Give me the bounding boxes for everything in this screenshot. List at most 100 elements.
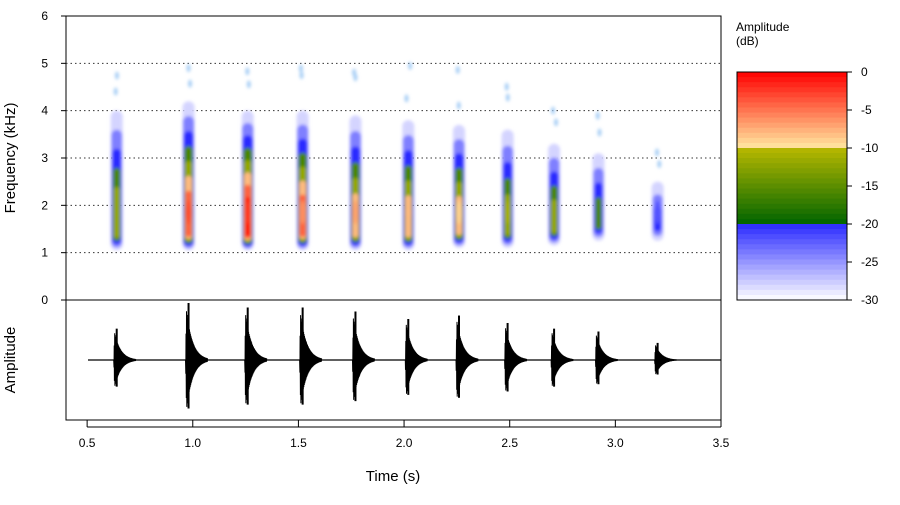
colorbar-step (737, 77, 847, 83)
pulse-speck (456, 101, 461, 110)
colorbar-step (737, 92, 847, 98)
colorbar-step (737, 183, 847, 190)
colorbar-tick-label: -30 (861, 293, 879, 307)
colorbar-step (737, 294, 847, 301)
colorbar-step (737, 198, 847, 205)
colorbar-step (737, 122, 847, 129)
colorbar-step (737, 259, 847, 266)
colorbar-step (737, 188, 847, 195)
colorbar-tick-label: -15 (861, 179, 879, 193)
colorbar-step (737, 173, 847, 179)
pulse-core (185, 200, 192, 225)
colorbar-step (737, 107, 847, 114)
time-tick-label: 0.5 (79, 436, 96, 450)
colorbar-step (737, 163, 847, 169)
frequency-tick-label: 3 (41, 151, 48, 165)
pulse-speck (455, 65, 460, 74)
pulse-core (244, 200, 251, 225)
pulse-speck (597, 128, 602, 137)
colorbar-step (737, 193, 847, 200)
frequency-axis-label: Frequency (kHz) (2, 103, 19, 214)
pulse-speck (595, 111, 600, 120)
colorbar-ticks: 0 -5 -10 -15 -20 -25 -30 (847, 65, 879, 307)
colorbar-tick-label: -20 (861, 217, 879, 231)
colorbar-step (737, 203, 847, 210)
colorbar-step (737, 112, 847, 119)
colorbar-step (737, 178, 847, 184)
colorbar-step (737, 153, 847, 159)
colorbar-step (737, 244, 847, 250)
pulse-speck (353, 73, 358, 82)
spectrogram-marks (110, 61, 664, 251)
colorbar-step (737, 249, 847, 255)
pulse-speck (188, 79, 193, 88)
pulse-speck (505, 93, 510, 102)
pulse-core (654, 200, 661, 225)
frequency-tick-label: 6 (41, 9, 48, 23)
colorbar (736, 71, 848, 301)
frequency-tick-label: 4 (41, 104, 48, 118)
time-tick-label: 1.0 (184, 436, 201, 450)
frequency-tick-label: 5 (41, 56, 48, 70)
pulse-core (113, 200, 120, 225)
pulse-speck (504, 82, 509, 91)
spectrogram-pulse (296, 64, 309, 251)
time-axis-label: Time (s) (366, 468, 420, 485)
pulse-core (551, 200, 558, 225)
frequency-axis: 0 1 2 3 4 5 6 (41, 9, 66, 307)
colorbar-step (737, 213, 847, 220)
pulse-speck (655, 148, 660, 157)
pulse-speck (554, 118, 559, 127)
colorbar-step (737, 254, 847, 260)
time-tick-label: 2.0 (396, 436, 413, 450)
spectrogram-panel (65, 15, 722, 301)
colorbar-title-line2: (dB) (736, 34, 759, 48)
spectrogram-pulse (182, 64, 195, 251)
spectrogram-pulse (453, 65, 465, 248)
waveform-marks (88, 303, 721, 409)
frequency-tick-label: 0 (41, 293, 48, 307)
colorbar-tick-label: 0 (861, 65, 868, 79)
pulse-speck (299, 71, 304, 80)
colorbar-step (737, 127, 847, 134)
amplitude-axis-label: Amplitude (2, 327, 19, 394)
pulse-speck (246, 80, 251, 89)
colorbar-step (737, 218, 847, 225)
colorbar-step (737, 117, 847, 124)
colorbar-title-line1: Amplitude (736, 20, 790, 34)
spectrogram-pulse (241, 67, 254, 251)
pulse-speck (245, 67, 250, 76)
pulse-speck (404, 94, 409, 103)
pulse-core (405, 200, 412, 225)
pulse-speck (298, 64, 303, 73)
colorbar-step (737, 142, 847, 149)
colorbar-step (737, 137, 847, 144)
colorbar-step (737, 279, 847, 286)
colorbar-step (737, 269, 847, 276)
spectrogram-grid (66, 62, 721, 254)
colorbar-step (737, 97, 847, 103)
colorbar-step (737, 234, 847, 240)
colorbar-step (737, 102, 847, 108)
colorbar-step (737, 208, 847, 215)
pulse-speck (186, 64, 191, 73)
frequency-tick-label: 2 (41, 198, 48, 212)
spectrogram-pulse (402, 61, 415, 251)
colorbar-step (737, 224, 847, 230)
colorbar-step (737, 239, 847, 245)
colorbar-tick-label: -25 (861, 255, 879, 269)
spectrogram-pulse (349, 68, 362, 251)
colorbar-step (737, 264, 847, 271)
colorbar-tick-label: -5 (861, 103, 872, 117)
spectrogram-pulse (110, 71, 123, 251)
time-tick-label: 3.5 (713, 436, 730, 450)
spectrogram-pulse (548, 106, 561, 246)
pulse-core (352, 200, 359, 225)
pulse-speck (551, 106, 556, 115)
spectrogram-pulse (592, 111, 605, 241)
spectrogram-pulse (501, 82, 514, 248)
pulse-speck (114, 71, 119, 80)
time-tick-label: 3.0 (607, 436, 624, 450)
colorbar-step (737, 168, 847, 174)
